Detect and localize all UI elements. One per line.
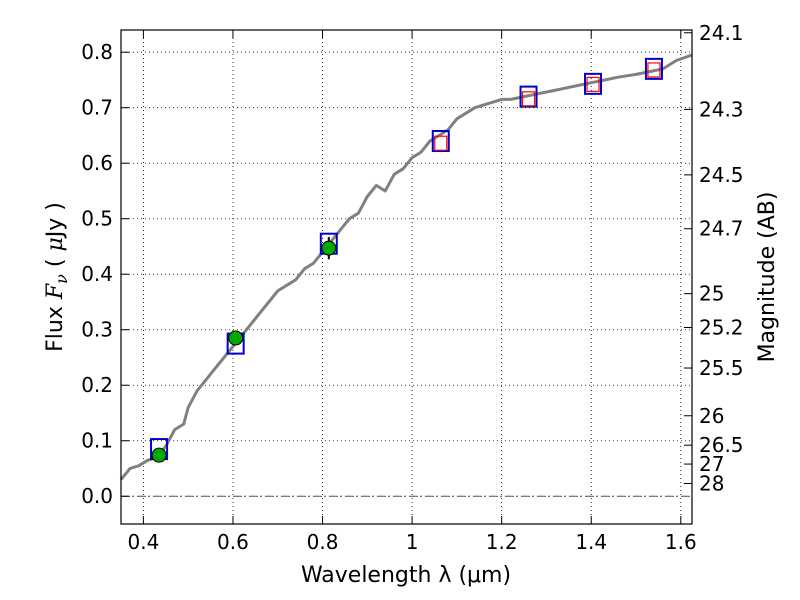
y-tick-label: 0.4 [81,262,113,286]
model-photometry-marker [519,85,538,108]
magnitude-tick-label: 25.5 [699,356,744,380]
model-spectrum-line [119,53,693,481]
magnitude-tick-label: 25.2 [699,316,744,340]
plot-frame [120,29,693,525]
y-label-mu: μ [43,237,68,251]
spectrum-group [119,53,693,481]
y-tick-label: 0.5 [81,207,113,231]
y-tick-label: 0.2 [81,373,113,397]
magnitude-tick-label: 28 [699,471,724,495]
plot-area [121,30,692,524]
y-label-f: F [43,283,68,300]
y-tick-label: 0.1 [81,429,113,453]
model-photometry-marker [431,130,450,153]
magnitude-tick-label: 27 [699,452,724,476]
upper-limit-marker [434,135,448,151]
x-axis-ticks: 0.4 0.6 0.8 1 1.2 1.4 1.6 [127,30,697,554]
x-tick-label: 0.4 [127,530,159,554]
observed-photometry-point [151,447,167,463]
upper-limit-marker [521,91,536,107]
y-tick-label: 0.7 [81,96,113,120]
magnitude-tick-label: 25 [699,282,724,306]
model-photometry-marker [644,57,663,80]
x-tick-label: 1.4 [575,530,607,554]
magnitude-tick-label: 26 [699,404,724,428]
y-label-open: ( [43,252,68,275]
x-tick-label: 1.2 [486,530,518,554]
y-label-unit: Jy ) [43,202,68,239]
y-label-flux: Flux [43,299,68,352]
magnitude-tick-label: 24.3 [699,97,744,121]
x-tick-label: 1 [406,530,419,554]
photometry-markers [150,57,663,463]
y-axis-ticks: 0.0 0.1 0.2 0.3 0.4 0.5 0.6 0.7 0.8 [81,40,129,508]
magnitude-tick-label: 24.5 [699,163,744,187]
x-axis-label: Wavelength λ (μm) [301,563,511,588]
right-axis-label: Magnitude (AB) [755,192,780,363]
y-tick-label: 0.6 [81,151,113,175]
magnitude-tick-label: 24.7 [699,217,744,241]
x-tick-label: 0.6 [217,530,249,554]
observed-photometry-point [228,330,244,346]
y-tick-label: 0.8 [81,40,113,64]
upper-limit-marker [586,76,600,92]
upper-limit-marker [647,62,661,78]
model-photometry-marker [584,72,603,95]
x-tick-label: 0.8 [307,530,339,554]
y-tick-label: 0.3 [81,318,113,342]
y-axis-label: Flux Fν ( μJy ) [43,202,71,352]
y-tick-label: 0.0 [81,484,113,508]
observed-photometry-point [321,240,337,256]
y-label-nu: ν [52,274,71,284]
magnitude-tick-label: 24.1 [699,21,744,45]
magnitude-tick-label: 26.5 [699,433,744,457]
x-tick-label: 1.6 [665,530,697,554]
